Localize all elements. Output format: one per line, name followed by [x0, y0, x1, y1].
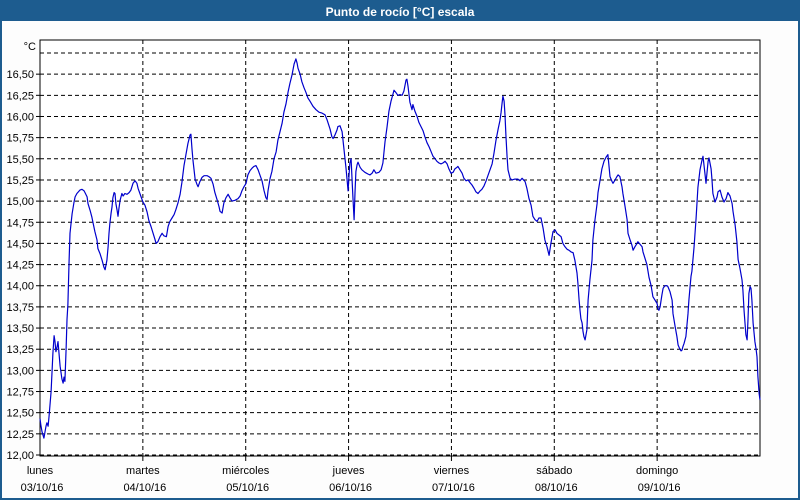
y-axis-label: 14,50: [6, 238, 34, 250]
plot-border: [39, 39, 761, 457]
y-axis-label: 14,25: [6, 260, 34, 272]
y-axis-label: 13,50: [6, 323, 34, 335]
day-date-label: 09/10/16: [638, 482, 681, 494]
day-name-label: domingo: [636, 465, 678, 477]
day-date-label: 06/10/16: [329, 482, 372, 494]
y-axis-label: 15,00: [6, 196, 34, 208]
plot-background: [40, 40, 760, 456]
day-date-label: 03/10/16: [21, 482, 64, 494]
dewpoint-line: [39, 58, 761, 439]
y-axis-label: 15,75: [6, 133, 34, 145]
chart-title-bar: Punto de rocío [°C] escala: [2, 2, 798, 21]
y-axis-label: 16,50: [6, 69, 34, 81]
y-axis-label: 13,25: [6, 344, 34, 356]
y-axis-label: 12,75: [6, 387, 34, 399]
y-axis-label: 12,25: [6, 429, 34, 441]
day-date-label: 05/10/16: [226, 482, 269, 494]
day-name-label: miércoles: [222, 465, 270, 477]
day-name-label: jueves: [332, 465, 365, 477]
y-axis-label: 16,25: [6, 90, 34, 102]
day-date-label: 08/10/16: [535, 482, 578, 494]
y-axis-label: 14,75: [6, 217, 34, 229]
day-name-label: sábado: [536, 465, 572, 477]
y-axis-label: 12,50: [6, 408, 34, 420]
day-date-label: 04/10/16: [123, 482, 166, 494]
y-axis-label: 15,25: [6, 175, 34, 187]
y-axis-label: 13,00: [6, 365, 34, 377]
chart-title: Punto de rocío [°C] escala: [325, 4, 475, 19]
y-axis-label: 13,75: [6, 302, 34, 314]
y-axis-label: 16,00: [6, 111, 34, 123]
day-name-label: martes: [126, 465, 160, 477]
y-axis-label: 14,00: [6, 281, 34, 293]
y-axis-unit-label: °C: [24, 41, 36, 53]
day-name-label: viernes: [434, 465, 470, 477]
y-axis-label: 15,50: [6, 154, 34, 166]
day-name-label: lunes: [27, 465, 54, 477]
y-axis-label: 12,00: [6, 450, 34, 462]
day-date-label: 07/10/16: [432, 482, 475, 494]
